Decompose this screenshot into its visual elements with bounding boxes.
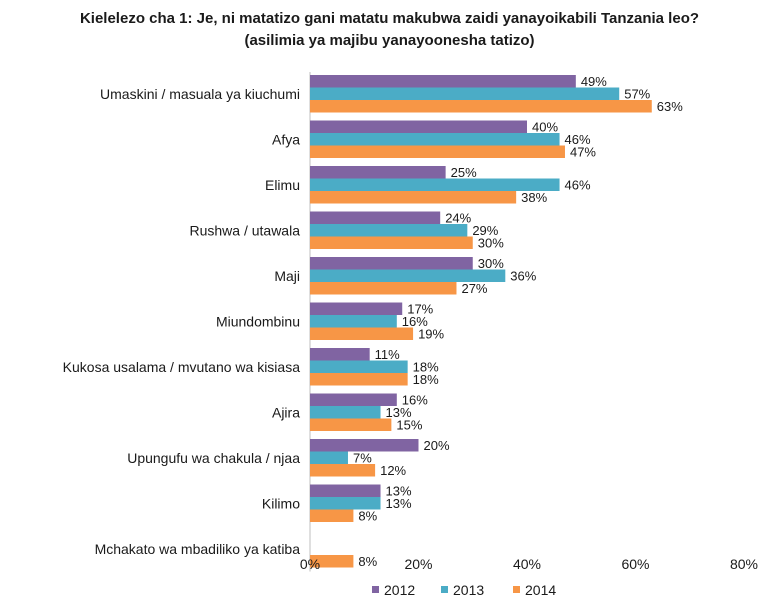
bar-2013 xyxy=(310,224,468,237)
data-label-2012: 30% xyxy=(478,256,504,271)
data-label-2013: 18% xyxy=(413,360,439,375)
data-label-2012: 11% xyxy=(375,347,400,362)
bar-2013 xyxy=(310,87,620,100)
bar-2014 xyxy=(310,100,652,113)
data-label-2013: 7% xyxy=(353,451,372,466)
x-tick-label: 40% xyxy=(513,556,541,572)
bar-2014 xyxy=(310,418,392,431)
data-label-2012: 40% xyxy=(532,120,558,135)
data-label-2014: 18% xyxy=(413,372,439,387)
bar-2012 xyxy=(310,348,370,361)
category-label: Miundombinu xyxy=(216,313,300,329)
category-label: Maji xyxy=(274,268,300,284)
bar-2013 xyxy=(310,451,348,464)
chart-title: Kielelezo cha 1: Je, ni matatizo gani ma… xyxy=(79,10,700,27)
bar-2013 xyxy=(310,360,408,373)
data-label-2014: 63% xyxy=(657,99,683,114)
bar-2012 xyxy=(310,211,441,224)
data-label-2012: 49% xyxy=(581,74,607,89)
bar-2013 xyxy=(310,178,560,191)
data-label-2012: 13% xyxy=(386,484,412,499)
legend-swatch-2013 xyxy=(441,586,448,593)
data-label-2014: 47% xyxy=(570,145,596,160)
data-label-2014: 19% xyxy=(418,327,444,342)
data-label-2012: 16% xyxy=(402,393,428,408)
data-label-2012: 17% xyxy=(407,302,433,317)
legend-label: 2014 xyxy=(525,582,556,598)
bar-2012 xyxy=(310,393,397,406)
bar-2014 xyxy=(310,191,517,204)
bar-2012 xyxy=(310,120,527,133)
bar-2014 xyxy=(310,373,408,386)
data-label-2014: 38% xyxy=(521,190,547,205)
bar-2012 xyxy=(310,484,381,497)
data-label-2013: 29% xyxy=(472,223,498,238)
data-label-2014: 8% xyxy=(358,554,377,569)
bar-2012 xyxy=(310,302,403,315)
data-label-2014: 8% xyxy=(358,509,377,524)
bar-2014 xyxy=(310,145,565,158)
data-label-2013: 46% xyxy=(565,132,591,147)
legend-label: 2013 xyxy=(453,582,484,598)
category-label: Rushwa / utawala xyxy=(189,222,300,238)
data-label-2014: 15% xyxy=(396,418,422,433)
x-tick-label: 20% xyxy=(404,556,432,572)
category-label: Upungufu wa chakula / njaa xyxy=(127,450,300,466)
x-tick-label: 80% xyxy=(730,556,758,572)
bar-2014 xyxy=(310,509,354,522)
legend-swatch-2014 xyxy=(513,586,520,593)
category-label: Kilimo xyxy=(262,495,300,511)
bar-2012 xyxy=(310,257,473,270)
bar-2013 xyxy=(310,406,381,419)
bar-2012 xyxy=(310,75,576,88)
category-label: Ajira xyxy=(272,404,300,420)
bar-2013 xyxy=(310,315,397,328)
bar-2014 xyxy=(310,327,414,340)
data-label-2014: 27% xyxy=(461,281,487,296)
data-label-2013: 57% xyxy=(624,87,650,102)
bar-2013 xyxy=(310,133,560,146)
legend-swatch-2012 xyxy=(372,586,379,593)
data-label-2014: 30% xyxy=(478,236,504,251)
bar-2013 xyxy=(310,497,381,510)
category-label: Mchakato wa mbadiliko ya katiba xyxy=(95,541,301,557)
bar-2012 xyxy=(310,166,446,179)
category-label: Kukosa usalama / mvutano wa kisiasa xyxy=(63,359,301,375)
bar-2014 xyxy=(310,555,354,568)
data-label-2013: 36% xyxy=(510,269,536,284)
x-tick-label: 60% xyxy=(621,556,649,572)
chart-subtitle: (asilimia ya majibu yanayoonesha tatizo) xyxy=(244,32,535,49)
bar-2012 xyxy=(310,439,419,452)
category-label: Afya xyxy=(272,131,300,147)
bar-2014 xyxy=(310,282,457,295)
category-label: Elimu xyxy=(265,177,300,193)
data-label-2012: 25% xyxy=(451,165,477,180)
bar-2014 xyxy=(310,236,473,249)
data-label-2013: 46% xyxy=(565,178,591,193)
bar-2014 xyxy=(310,464,376,477)
legend-label: 2012 xyxy=(384,582,415,598)
data-label-2013: 13% xyxy=(386,496,412,511)
x-tick-label: 0% xyxy=(300,556,320,572)
chart-title-block: Kielelezo cha 1: Je, ni matatizo gani ma… xyxy=(0,8,779,52)
data-label-2012: 24% xyxy=(445,211,471,226)
bar-2013 xyxy=(310,269,506,282)
data-label-2013: 13% xyxy=(386,405,412,420)
data-label-2014: 12% xyxy=(380,463,406,478)
data-label-2012: 20% xyxy=(424,438,450,453)
category-label: Umaskini / masuala ya kiuchumi xyxy=(100,86,300,102)
data-label-2013: 16% xyxy=(402,314,428,329)
